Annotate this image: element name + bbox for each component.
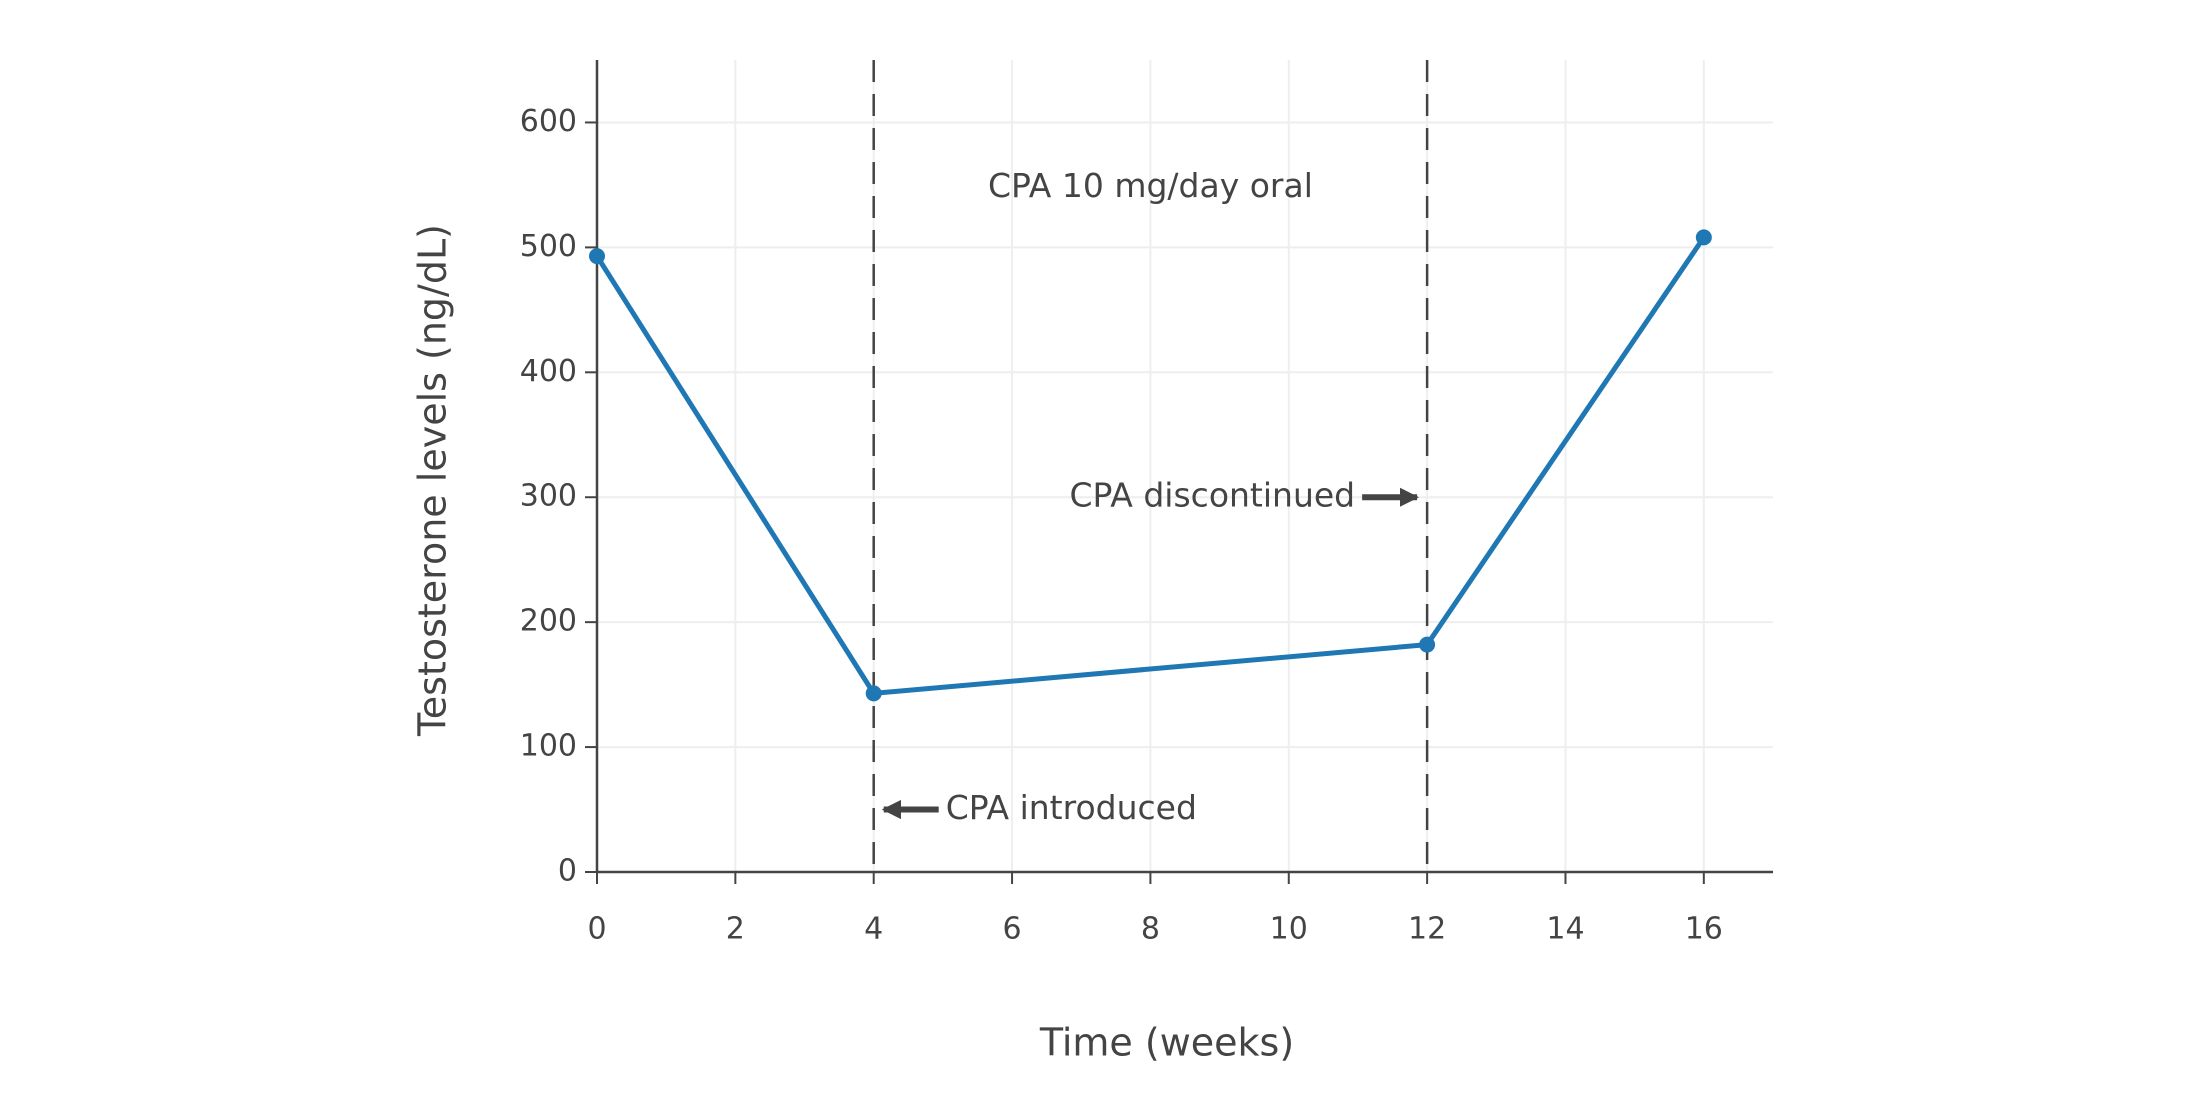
- data-point: [589, 248, 605, 265]
- x-tick-label: 6: [1003, 912, 1022, 947]
- y-axis-title: Testosterone levels (ng/dL): [411, 224, 455, 737]
- x-tick-label: 10: [1270, 912, 1308, 947]
- x-tick-label: 12: [1408, 912, 1446, 947]
- x-tick-label: 8: [1141, 912, 1160, 947]
- y-tick-label: 100: [520, 729, 577, 764]
- y-tick-label: 300: [520, 479, 577, 514]
- data-point: [1695, 229, 1712, 246]
- annotation: CPA introduced: [946, 788, 1197, 827]
- x-tick-label: 14: [1546, 912, 1584, 947]
- data-point: [1419, 636, 1436, 653]
- y-tick-label: 400: [520, 354, 577, 389]
- x-tick-label: 4: [864, 912, 883, 947]
- x-axis-title: Time (weeks): [1039, 1021, 1294, 1065]
- y-tick-label: 0: [558, 854, 577, 889]
- y-tick-label: 500: [520, 229, 577, 264]
- y-tick-label: 600: [520, 104, 577, 139]
- annotation: CPA 10 mg/day oral: [988, 166, 1313, 205]
- annotation: CPA discontinued: [1069, 476, 1355, 515]
- data-line: [594, 235, 1706, 696]
- data-point: [865, 685, 882, 702]
- x-tick-label: 2: [726, 912, 745, 947]
- x-tick-label: 0: [587, 912, 606, 947]
- y-tick-label: 200: [520, 604, 577, 639]
- x-tick-label: 16: [1685, 912, 1723, 947]
